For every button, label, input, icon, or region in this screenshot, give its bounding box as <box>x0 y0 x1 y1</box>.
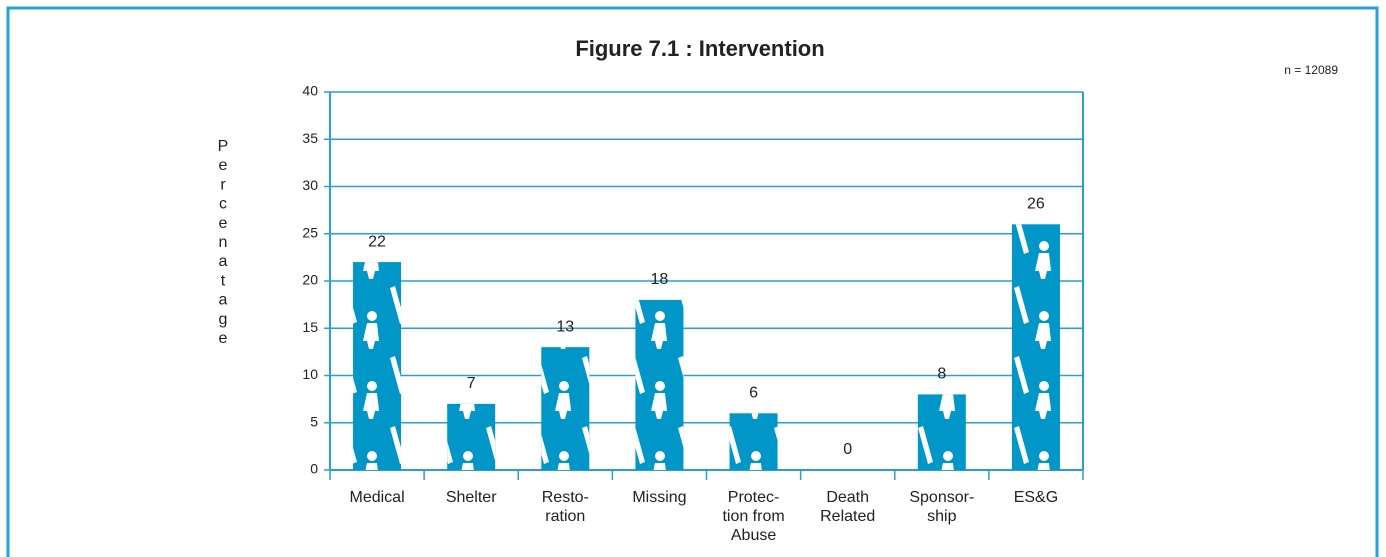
x-tick-label-line: Related <box>820 508 875 525</box>
value-label: 8 <box>937 366 946 383</box>
y-tick-label: 15 <box>302 319 318 335</box>
bar-pattern <box>353 262 402 470</box>
x-tick-label: Sponsor-ship <box>909 489 974 525</box>
value-label: 0 <box>843 441 852 458</box>
y-tick-label: 35 <box>302 130 318 146</box>
bar-pattern <box>541 347 590 470</box>
bar-pattern <box>447 403 496 470</box>
y-tick-label: 20 <box>302 272 318 288</box>
value-label: 22 <box>368 233 386 250</box>
x-tick-label: ES&G <box>1014 489 1058 506</box>
bar-pattern <box>917 394 966 470</box>
x-tick-label-line: Abuse <box>731 527 776 544</box>
chart-title: Figure 7.1 : Intervention <box>575 36 824 61</box>
y-tick-label: 40 <box>302 83 318 99</box>
bar-pattern <box>635 299 684 470</box>
x-tick-label-line: Protec- <box>728 489 780 506</box>
value-label: 26 <box>1027 196 1045 213</box>
x-tick-label-line: tion from <box>722 508 784 525</box>
x-tick-label-line: Missing <box>632 489 686 506</box>
frame <box>6 6 1379 557</box>
x-tick-label-line: ration <box>545 508 585 525</box>
y-tick-label: 5 <box>310 413 318 429</box>
x-tick-label-line: Sponsor- <box>909 489 974 506</box>
bar-pattern <box>729 413 778 470</box>
x-tick-label-line: Resto- <box>542 489 589 506</box>
y-tick-label: 0 <box>310 461 318 477</box>
sample-note: n = 12089 <box>1284 63 1338 77</box>
x-tick-label: Medical <box>349 489 404 506</box>
x-tick-label-line: Medical <box>349 489 404 506</box>
x-tick-label: Missing <box>632 489 686 506</box>
x-tick-label-line: Shelter <box>446 489 497 506</box>
x-tick-label-line: ship <box>927 508 956 525</box>
y-tick-label: 10 <box>302 366 318 382</box>
x-tick-label: Shelter <box>446 489 497 506</box>
value-label: 6 <box>749 385 758 402</box>
y-tick-label: 30 <box>302 177 318 193</box>
x-tick-label: Death Related <box>820 489 875 525</box>
value-label: 7 <box>467 375 476 392</box>
x-tick-label-line: ES&G <box>1014 489 1058 506</box>
x-tick-label-line: Death <box>826 489 869 506</box>
bar-pattern <box>1011 224 1060 470</box>
x-tick-label: Resto-ration <box>542 489 589 525</box>
value-label: 18 <box>651 271 669 288</box>
value-label: 13 <box>556 318 574 335</box>
x-tick-label: Protec-tion from Abuse <box>722 489 784 544</box>
y-tick-label: 25 <box>302 224 318 240</box>
